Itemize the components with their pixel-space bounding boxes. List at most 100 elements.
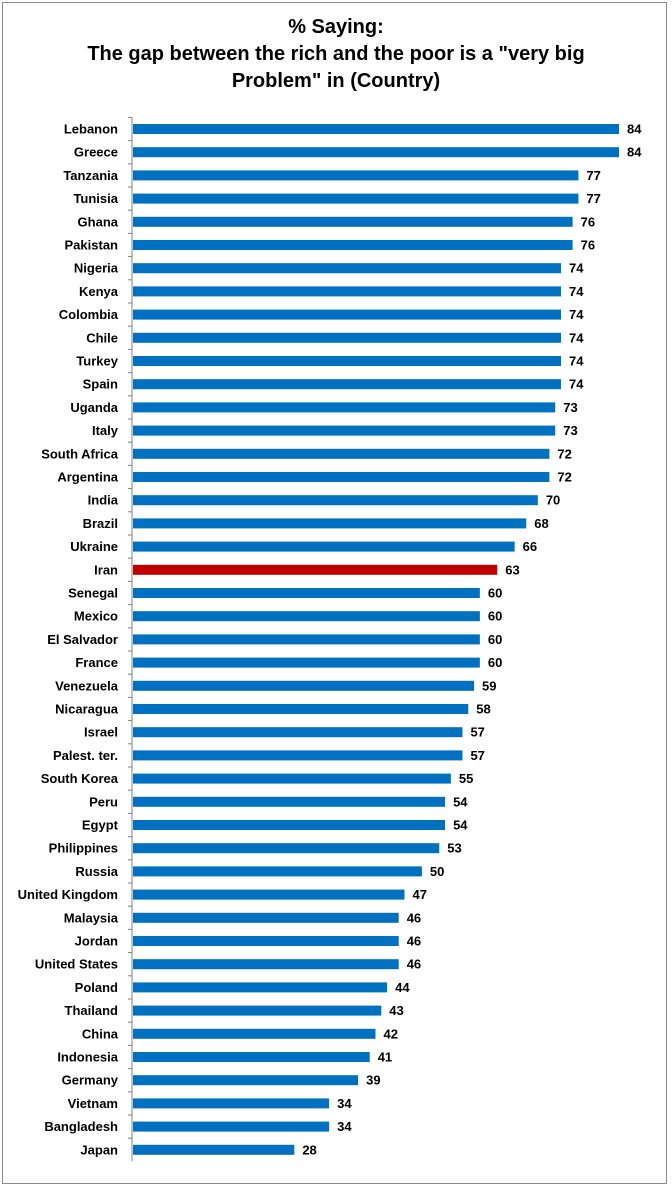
category-label: Chile xyxy=(86,330,118,345)
bar-highlight xyxy=(133,564,498,575)
data-label: 77 xyxy=(586,168,600,183)
bar xyxy=(133,750,463,761)
data-label: 74 xyxy=(569,330,584,345)
bar xyxy=(133,240,573,250)
category-label: Russia xyxy=(75,864,118,879)
data-label: 43 xyxy=(389,1003,403,1018)
category-label: Nigeria xyxy=(74,261,119,276)
data-label: 76 xyxy=(581,214,595,229)
bar xyxy=(133,1075,359,1086)
bar xyxy=(133,959,399,970)
bar xyxy=(133,889,405,900)
data-label: 54 xyxy=(453,818,468,833)
bar xyxy=(133,402,556,413)
bar xyxy=(133,147,619,158)
data-label: 72 xyxy=(557,446,571,461)
category-label: United Kingdom xyxy=(18,887,118,902)
bar xyxy=(133,1028,376,1039)
category-label: United States xyxy=(35,957,118,972)
bar xyxy=(133,773,451,784)
bar xyxy=(133,425,556,436)
category-label: Argentina xyxy=(57,470,118,485)
bar xyxy=(133,170,579,181)
category-label: South Korea xyxy=(41,771,119,786)
category-label: Poland xyxy=(75,980,118,995)
data-label: 77 xyxy=(586,191,600,206)
bar xyxy=(133,982,388,993)
data-label: 72 xyxy=(557,470,571,485)
category-label: Spain xyxy=(83,377,118,392)
data-label: 34 xyxy=(337,1119,352,1134)
data-label: 28 xyxy=(302,1142,316,1157)
data-label: 60 xyxy=(488,586,502,601)
category-label: Bangladesh xyxy=(44,1119,118,1134)
category-label: Peru xyxy=(89,794,118,809)
category-label: Iran xyxy=(94,562,118,577)
chart-title-line-2: The gap between the rich and the poor is… xyxy=(87,43,585,65)
bar xyxy=(133,216,573,227)
category-label: El Salvador xyxy=(47,632,118,647)
bar xyxy=(133,448,550,459)
data-label: 74 xyxy=(569,377,584,392)
data-label: 76 xyxy=(581,238,595,253)
data-label: 39 xyxy=(366,1073,380,1088)
category-label: Malaysia xyxy=(64,910,119,925)
bar xyxy=(133,820,446,830)
bar xyxy=(133,866,422,877)
category-label: Uganda xyxy=(70,400,118,415)
category-label: Japan xyxy=(80,1142,118,1157)
data-label: 57 xyxy=(470,725,484,740)
data-label: 73 xyxy=(563,400,577,415)
bar xyxy=(133,309,562,320)
category-label: Germany xyxy=(62,1073,119,1088)
category-label: Palest. ter. xyxy=(53,748,118,763)
data-label: 53 xyxy=(447,841,461,856)
category-label: Egypt xyxy=(82,818,119,833)
data-label: 74 xyxy=(569,307,584,322)
bar xyxy=(133,1121,330,1132)
category-label: Vietnam xyxy=(68,1096,118,1111)
category-label: Indonesia xyxy=(57,1050,118,1065)
data-label: 73 xyxy=(563,423,577,438)
data-label: 74 xyxy=(569,261,584,276)
category-label: Pakistan xyxy=(65,238,119,253)
data-label: 60 xyxy=(488,609,502,624)
data-label: 74 xyxy=(569,354,584,369)
bar xyxy=(133,912,399,923)
data-label: 58 xyxy=(476,702,490,717)
category-label: Ghana xyxy=(78,214,119,229)
bar xyxy=(133,356,562,366)
category-label: Senegal xyxy=(68,586,118,601)
data-label: 84 xyxy=(627,145,642,160)
data-label: 63 xyxy=(505,562,519,577)
bar xyxy=(133,680,475,691)
category-label: Mexico xyxy=(74,609,118,624)
data-label: 60 xyxy=(488,632,502,647)
category-label: Colombia xyxy=(59,307,119,322)
category-label: France xyxy=(75,655,118,670)
category-label: Thailand xyxy=(65,1003,119,1018)
category-label: Israel xyxy=(84,725,118,740)
data-label: 44 xyxy=(395,980,410,995)
bar xyxy=(133,657,480,668)
bar xyxy=(133,1052,370,1062)
category-label: Greece xyxy=(74,145,118,160)
category-label: Jordan xyxy=(75,934,118,949)
data-label: 47 xyxy=(412,887,426,902)
category-label: Venezuela xyxy=(55,678,119,693)
data-label: 68 xyxy=(534,516,548,531)
category-label: Tanzania xyxy=(63,168,118,183)
data-label: 60 xyxy=(488,655,502,670)
bar xyxy=(133,495,538,506)
bar xyxy=(133,588,480,598)
bar xyxy=(133,936,399,946)
bar xyxy=(133,843,440,854)
bar xyxy=(133,796,446,807)
category-label: Nicaragua xyxy=(55,702,119,717)
data-label: 66 xyxy=(523,539,537,554)
data-label: 55 xyxy=(459,771,473,786)
data-label: 46 xyxy=(407,910,421,925)
